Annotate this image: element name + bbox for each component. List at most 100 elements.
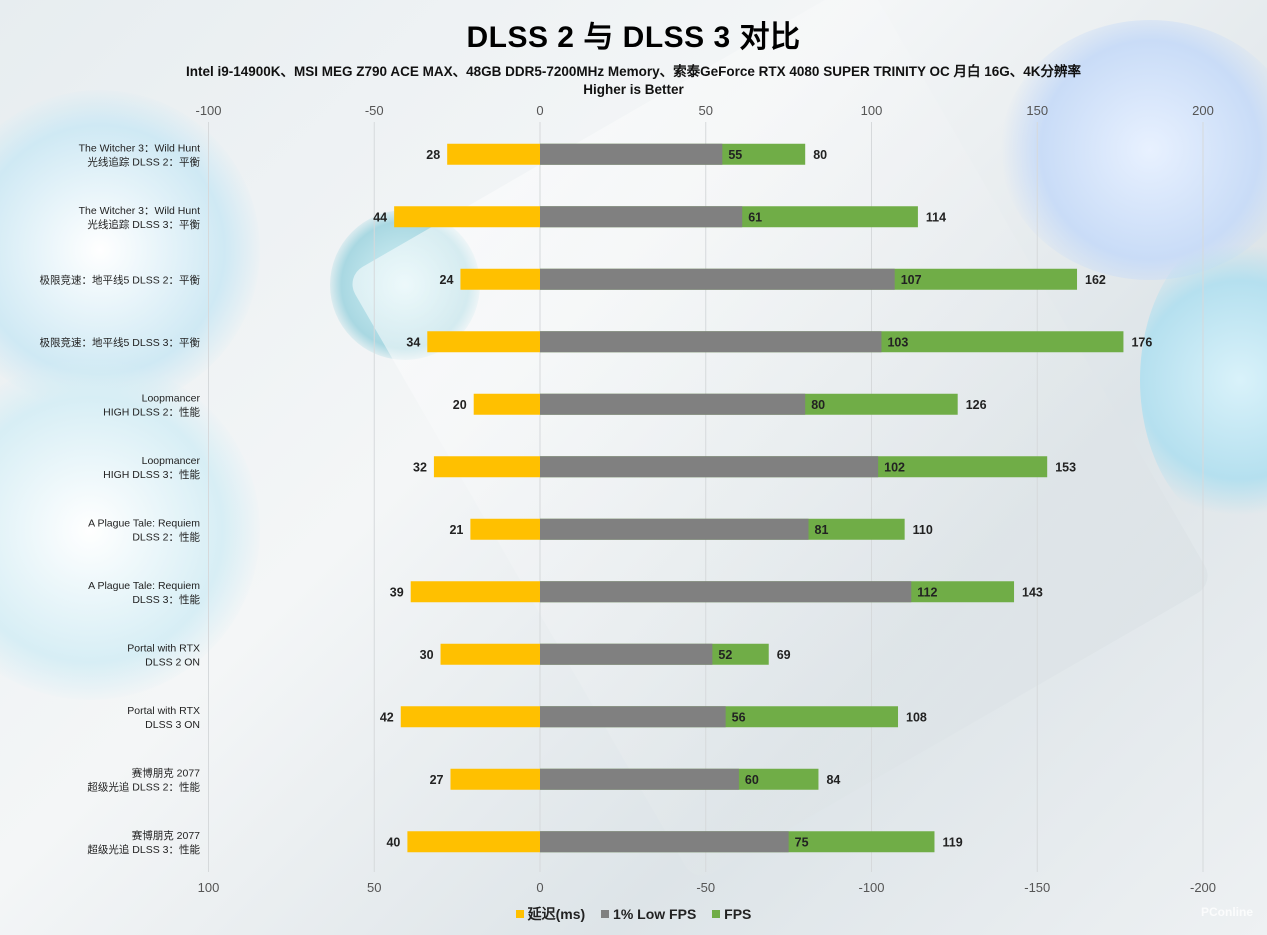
data-label-1pct-low: 112 <box>917 585 937 599</box>
category-label: The Witcher 3：Wild Hunt <box>79 142 200 154</box>
category-label: 超级光追 DLSS 2：性能 <box>87 780 200 793</box>
data-label-fps: 153 <box>1055 460 1076 474</box>
bar-1pct-low <box>540 206 743 228</box>
data-label-1pct-low: 103 <box>887 335 908 349</box>
chart-subtitle: Intel i9-14900K、MSI MEG Z790 ACE MAX、48G… <box>186 64 1081 79</box>
bar-latency <box>407 831 540 853</box>
data-label-1pct-low: 52 <box>718 648 732 662</box>
data-label-latency: 27 <box>430 773 444 787</box>
category-label: 赛博朋克 2077 <box>132 766 200 779</box>
bar-latency <box>450 768 540 790</box>
chart-note: Higher is Better <box>583 82 684 97</box>
legend-item-fps: FPS <box>712 906 751 922</box>
legend-item-1pct-low: 1% Low FPS <box>601 906 696 922</box>
data-label-latency: 44 <box>373 210 387 224</box>
data-label-1pct-low: 81 <box>815 523 829 537</box>
category-label: DLSS 2：性能 <box>132 530 200 543</box>
data-label-fps: 108 <box>906 710 927 724</box>
legend-label-1pct-low: 1% Low FPS <box>613 906 697 922</box>
data-label-fps: 176 <box>1131 335 1152 349</box>
data-label-latency: 30 <box>420 648 434 662</box>
legend-label-latency: 延迟(ms) <box>527 906 586 922</box>
bar-1pct-low <box>540 268 895 290</box>
data-label-fps: 114 <box>926 210 946 224</box>
category-label: 光线追踪 DLSS 2：平衡 <box>87 155 200 168</box>
category-label: 超级光追 DLSS 3：性能 <box>87 843 200 856</box>
category-label: The Witcher 3：Wild Hunt <box>79 205 200 217</box>
legend-swatch-fps <box>712 910 721 918</box>
data-label-latency: 20 <box>453 398 467 412</box>
category-label: 极限竞速：地平线5 DLSS 3：平衡 <box>40 336 201 349</box>
bottom-axis-tick-label: -200 <box>1190 880 1216 895</box>
data-label-1pct-low: 55 <box>728 148 742 162</box>
top-axis-tick-label: 50 <box>699 103 713 118</box>
bottom-axis-tick-label: 100 <box>198 880 220 895</box>
bar-1pct-low <box>540 581 912 603</box>
top-axis-tick-label: 150 <box>1026 103 1048 118</box>
category-label: A Plague Tale: Requiem <box>88 580 200 592</box>
top-axis-tick-label: 100 <box>861 103 883 118</box>
data-label-fps: 84 <box>826 773 840 787</box>
data-label-fps: 126 <box>966 398 987 412</box>
category-label: HIGH DLSS 3：性能 <box>103 468 200 481</box>
data-label-fps: 69 <box>777 648 791 662</box>
category-label: 光线追踪 DLSS 3：平衡 <box>87 218 200 231</box>
legend-swatch-1pct-low <box>601 910 610 918</box>
data-label-fps: 143 <box>1022 585 1043 599</box>
bottom-axis-tick-label: 0 <box>536 880 543 895</box>
bar-1pct-low <box>540 393 806 415</box>
data-label-latency: 40 <box>386 835 400 849</box>
data-label-fps: 162 <box>1085 273 1106 287</box>
top-axis-tick-label: -100 <box>195 103 221 118</box>
category-label: DLSS 2 ON <box>145 656 200 668</box>
data-label-latency: 34 <box>406 335 420 349</box>
legend-item-latency: 延迟(ms) <box>515 904 586 924</box>
category-label: Portal with RTX <box>127 705 200 717</box>
data-label-1pct-low: 102 <box>884 460 905 474</box>
category-label: HIGH DLSS 2：性能 <box>103 405 200 418</box>
bar-1pct-low <box>540 518 809 540</box>
bar-latency <box>470 518 540 540</box>
bottom-axis-tick-label: -50 <box>696 880 715 895</box>
bar-latency <box>473 393 540 415</box>
category-label: Loopmancer <box>142 455 201 467</box>
bar-1pct-low <box>540 831 789 853</box>
top-axis-tick-label: 0 <box>536 103 543 118</box>
bar-1pct-low <box>540 143 723 165</box>
data-label-fps: 110 <box>913 523 933 537</box>
bar-1pct-low <box>540 706 726 728</box>
bar-1pct-low <box>540 768 739 790</box>
chart-title: DLSS 2 与 DLSS 3 对比 <box>466 21 801 54</box>
data-label-1pct-low: 61 <box>748 210 762 224</box>
bar-latency <box>400 706 540 728</box>
category-label: 极限竞速：地平线5 DLSS 2：平衡 <box>40 273 201 286</box>
data-label-latency: 21 <box>449 523 463 537</box>
bottom-axis-tick-label: -100 <box>858 880 884 895</box>
legend-label-fps: FPS <box>724 906 752 922</box>
data-label-latency: 28 <box>426 148 440 162</box>
category-label: 赛博朋克 2077 <box>132 829 200 842</box>
data-label-latency: 24 <box>440 273 454 287</box>
bar-latency <box>410 581 540 603</box>
bar-latency <box>447 143 540 165</box>
bar-latency <box>460 268 540 290</box>
category-label: DLSS 3：性能 <box>132 593 200 606</box>
bottom-axis-tick-label: 50 <box>367 880 381 895</box>
bar-latency <box>433 456 540 478</box>
data-label-1pct-low: 75 <box>795 835 809 849</box>
data-label-1pct-low: 107 <box>901 273 922 287</box>
data-label-fps: 119 <box>942 835 962 849</box>
bar-latency <box>440 643 540 665</box>
top-axis-tick-label: 200 <box>1192 103 1214 118</box>
bar-1pct-low <box>540 456 879 478</box>
bottom-axis-tick-label: -150 <box>1024 880 1050 895</box>
category-label: Loopmancer <box>142 392 201 404</box>
top-axis-tick-label: -50 <box>365 103 384 118</box>
data-label-latency: 32 <box>413 460 427 474</box>
category-label: A Plague Tale: Requiem <box>88 517 200 529</box>
bar-1pct-low <box>540 643 713 665</box>
data-label-fps: 80 <box>813 148 827 162</box>
bar-latency <box>394 206 540 228</box>
watermark: PConline <box>1200 905 1253 919</box>
